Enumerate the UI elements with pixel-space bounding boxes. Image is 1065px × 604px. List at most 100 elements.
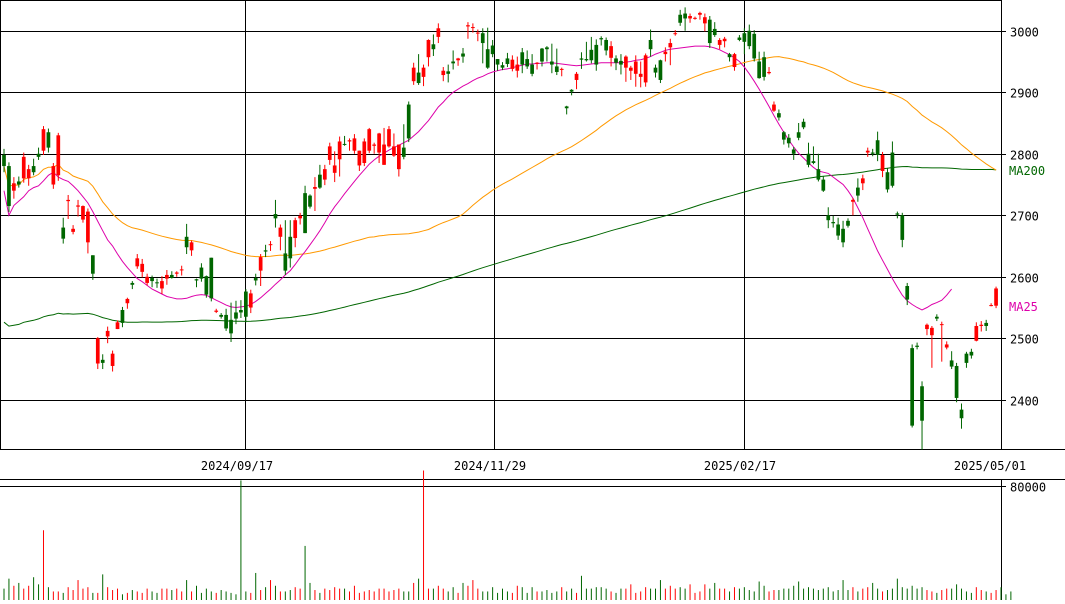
candle-body: [678, 14, 683, 23]
candle-body: [31, 166, 36, 173]
candle-body: [160, 281, 164, 289]
candle-body: [165, 274, 169, 279]
candle-body: [796, 132, 801, 138]
candle-body: [140, 263, 145, 272]
candle-body: [727, 54, 732, 58]
candle-body: [199, 267, 204, 279]
candle-body: [969, 351, 974, 356]
candle-body: [105, 330, 110, 337]
candle-body: [7, 166, 11, 207]
candle-body: [224, 314, 228, 329]
candle-body: [234, 312, 238, 319]
candle-body: [520, 52, 525, 65]
candle-body: [145, 276, 149, 283]
candle-body: [26, 169, 31, 179]
candle-body: [786, 137, 791, 144]
candle-body: [574, 73, 579, 80]
candle-body: [599, 38, 604, 40]
candle-body: [209, 257, 214, 299]
candle-body: [668, 43, 673, 48]
ma75-line: [3, 56, 997, 258]
candle-body: [298, 215, 302, 219]
candle-body: [505, 58, 510, 64]
candle-body: [480, 33, 485, 44]
candle-body: [989, 305, 993, 307]
candle-body: [772, 104, 776, 111]
candle-body: [658, 60, 663, 80]
candle-body: [313, 186, 317, 189]
candle-body: [401, 147, 406, 157]
candle-body: [189, 242, 194, 251]
candle-body: [791, 149, 796, 154]
candle-body: [81, 206, 85, 220]
candle-body: [619, 60, 623, 65]
candle-body: [184, 236, 189, 248]
candle-body: [71, 228, 75, 232]
y-tick-label: 2600: [1010, 272, 1039, 286]
candle-body: [954, 365, 959, 398]
candle-body: [594, 44, 599, 65]
y-tick-label: 2500: [1010, 333, 1039, 347]
candle-body: [392, 146, 396, 156]
candle-body: [930, 327, 934, 336]
candle-body: [742, 33, 747, 42]
y-tick-label: 2900: [1010, 87, 1039, 101]
candle-body: [752, 33, 757, 59]
price-panel-frame: [0, 0, 1002, 450]
candle-body: [767, 71, 771, 74]
candle-body: [288, 236, 293, 259]
candle-body: [16, 181, 21, 185]
candle-body: [910, 348, 915, 426]
y-tick-label: 2700: [1010, 210, 1039, 224]
candle-body: [732, 54, 737, 68]
candle-body: [757, 61, 762, 79]
candle-body: [303, 193, 307, 234]
candle-body: [559, 68, 564, 70]
candle-body: [41, 129, 46, 151]
candle-body: [174, 272, 179, 274]
candle-body: [545, 47, 549, 50]
candle-body: [90, 255, 95, 274]
candle-body: [21, 156, 26, 179]
candle-body: [337, 141, 342, 160]
candle-body: [683, 13, 687, 19]
candle-body: [530, 64, 534, 74]
candle-body: [100, 359, 105, 363]
candle-body: [406, 104, 411, 139]
candle-body: [870, 152, 875, 154]
ma200-label: MA200: [1009, 164, 1045, 178]
candle-body: [150, 278, 154, 282]
candle-body: [860, 178, 865, 184]
candle-body: [540, 48, 544, 62]
candle-body: [564, 106, 569, 109]
candle-body: [411, 67, 416, 82]
candle-body: [856, 187, 860, 196]
candle-body: [589, 49, 594, 61]
candle-body: [747, 30, 752, 47]
candle-body: [12, 183, 16, 191]
candle-body: [318, 174, 322, 188]
candle-body: [293, 220, 298, 239]
candle-body: [135, 258, 140, 267]
candle-body: [673, 33, 678, 35]
candle-body: [885, 172, 890, 190]
candle-body: [194, 279, 199, 281]
x-tick-label: 2025/02/17: [704, 459, 776, 473]
candle-body: [322, 169, 327, 180]
candle-body: [604, 39, 608, 51]
candle-body: [51, 166, 56, 185]
candle-body: [56, 135, 61, 176]
candle-body: [959, 409, 964, 419]
candle-body: [851, 199, 855, 202]
candle-body: [377, 133, 381, 153]
candle-body: [905, 286, 910, 300]
candle-body: [949, 360, 954, 367]
candle-body: [441, 70, 446, 76]
candle-body: [248, 293, 253, 308]
candle-body: [579, 58, 584, 60]
candle-body: [964, 353, 969, 363]
candle-body: [130, 282, 135, 285]
candle-body: [826, 215, 831, 221]
candle-body: [500, 65, 505, 68]
candle-body: [821, 179, 826, 191]
